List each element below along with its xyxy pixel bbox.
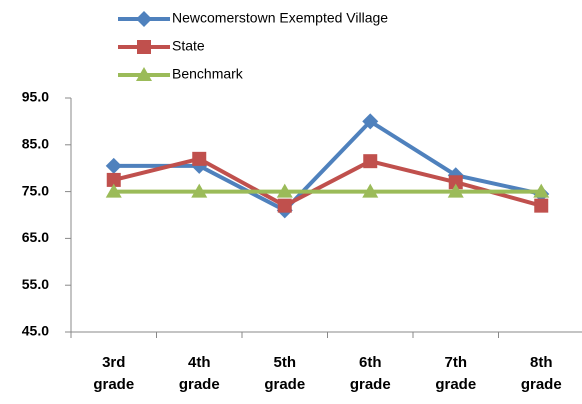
legend-label: Newcomerstown Exempted Village [172, 10, 388, 26]
legend-label: Benchmark [172, 66, 244, 82]
marker [105, 183, 122, 198]
marker [362, 113, 379, 130]
marker [137, 40, 151, 54]
marker [136, 11, 152, 27]
marker [106, 172, 121, 187]
marker [533, 183, 550, 198]
x-tick-label: 5th grade [264, 354, 306, 393]
y-tick-label: 95.0 [22, 89, 49, 105]
x-tick-label: 8th grade [520, 354, 562, 393]
x-tick-label: 4th grade [178, 354, 220, 393]
line [113, 118, 542, 213]
legend-label: State [172, 38, 205, 54]
marker [363, 154, 378, 169]
x-tick-label: 7th grade [435, 354, 477, 393]
marker [277, 198, 292, 213]
marker [362, 183, 379, 198]
y-tick-label: 85.0 [22, 136, 49, 152]
y-tick-label: 45.0 [22, 323, 49, 339]
marker [105, 157, 122, 174]
line [113, 156, 542, 208]
marker [448, 175, 463, 190]
marker [136, 67, 152, 81]
y-tick-label: 65.0 [22, 229, 49, 245]
marker [447, 183, 464, 198]
x-tick-label: 6th grade [349, 354, 391, 393]
marker [192, 151, 207, 166]
marker [534, 198, 549, 213]
x-tick-label: 3rd grade [93, 354, 135, 393]
y-tick-label: 75.0 [22, 182, 49, 198]
marker [276, 183, 293, 198]
marker [191, 183, 208, 198]
y-tick-label: 55.0 [22, 276, 49, 292]
